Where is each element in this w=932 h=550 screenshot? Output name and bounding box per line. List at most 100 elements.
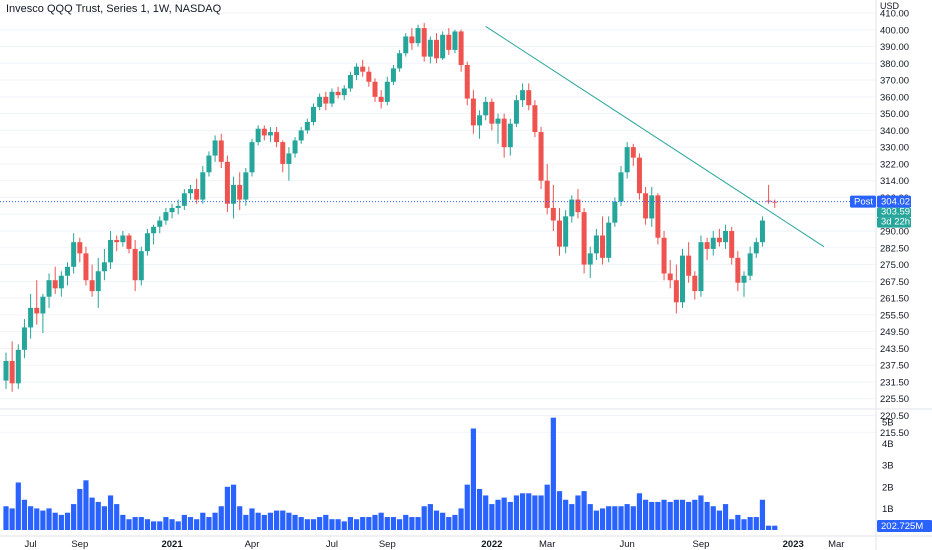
candle-body xyxy=(747,253,753,276)
candle-body xyxy=(157,220,163,227)
volume-bar xyxy=(649,501,655,530)
volume-bar xyxy=(599,508,606,530)
volume-bar xyxy=(28,506,34,530)
candle-body xyxy=(618,172,624,202)
candle-body xyxy=(427,39,433,57)
candle-body xyxy=(434,39,439,59)
candle-body xyxy=(477,115,483,126)
price-tick-label: 243.50 xyxy=(880,344,909,355)
time-axis[interactable]: Jul Sep 2021 Apr Jul Sep 2022 Mar Jun Sep 2023 Mar xyxy=(25,539,845,550)
candle-body xyxy=(175,205,181,208)
volume-bar xyxy=(292,514,298,530)
volume-bar xyxy=(230,484,237,530)
candle-body xyxy=(723,231,729,243)
volume-bar xyxy=(667,501,673,530)
candle-body xyxy=(89,280,95,292)
volume-bar xyxy=(243,514,249,530)
volume-bar xyxy=(563,499,569,530)
volume-bar xyxy=(15,482,21,530)
volume-bar xyxy=(77,488,83,530)
volume-bar xyxy=(3,506,9,530)
currency-unit: USD xyxy=(880,1,900,11)
time-tick-label: Jul xyxy=(326,539,338,550)
candle-body xyxy=(581,212,587,265)
candle-body xyxy=(643,193,649,219)
price-tick-label: 400.00 xyxy=(880,25,909,36)
price-tick-label: 225.50 xyxy=(880,394,909,405)
candle-body xyxy=(347,75,353,89)
candle-body xyxy=(520,90,526,101)
candle-body xyxy=(489,101,495,124)
volume-bar xyxy=(643,499,649,530)
volume-bar xyxy=(310,519,317,530)
volume-bar xyxy=(587,504,593,530)
volume-bar xyxy=(175,521,181,530)
volume-bar xyxy=(9,508,15,530)
volume-bar xyxy=(224,486,230,530)
candle-body xyxy=(735,257,741,283)
candle-body xyxy=(710,237,716,249)
volume-bar xyxy=(206,517,212,530)
price-tick-label: 410.00 xyxy=(880,9,909,20)
candle-body xyxy=(372,81,378,97)
candle-body xyxy=(470,98,476,126)
volume-bar xyxy=(630,506,636,530)
post-label-badge-bg xyxy=(850,195,876,208)
trendline[interactable] xyxy=(485,25,825,248)
volume-bar xyxy=(526,493,532,530)
candle-body xyxy=(126,235,132,249)
candle-body xyxy=(144,233,150,252)
candle-body xyxy=(753,242,759,254)
volume-bar xyxy=(366,517,372,530)
price-tick-label: 290.00 xyxy=(880,227,909,238)
post-label-badge: Post xyxy=(850,195,876,208)
volume-bar xyxy=(144,519,151,530)
time-tick-label: Sep xyxy=(692,539,709,550)
candle-body xyxy=(501,118,507,148)
volume-bar xyxy=(704,501,710,530)
candle-body xyxy=(667,273,673,281)
volume-bar xyxy=(237,506,243,530)
volume-bar xyxy=(397,519,403,530)
candle-body xyxy=(612,201,618,223)
symbol-title: Invesco QQQ Trust, Series 1, 1W, NASDAQ xyxy=(6,3,222,15)
candle-body xyxy=(655,195,661,238)
post-price-badge: 304.02 xyxy=(877,195,911,208)
volume-bar xyxy=(507,501,513,530)
volume-bar xyxy=(513,495,520,530)
volume-bar xyxy=(212,512,218,530)
candle-body xyxy=(550,207,556,221)
candle-body xyxy=(692,275,698,292)
last-price-badge: 303.59 xyxy=(877,207,911,218)
volume-bar xyxy=(766,525,772,530)
volume-bar xyxy=(200,512,206,530)
candle-body xyxy=(630,147,636,158)
volume-bar xyxy=(655,501,661,530)
volume-bar xyxy=(126,519,132,530)
candle-body xyxy=(526,90,532,106)
time-tick-label: Mar xyxy=(828,539,844,550)
volume-bar xyxy=(673,499,679,530)
volume-bar xyxy=(40,510,46,530)
candle-body xyxy=(680,255,685,303)
volume-bar xyxy=(64,512,71,530)
candle-body xyxy=(83,253,89,281)
candle-body xyxy=(95,271,101,292)
price-tick-label: 275.00 xyxy=(880,260,909,271)
volume-bar xyxy=(710,506,716,530)
candle-body xyxy=(360,66,366,72)
volume-bar xyxy=(163,517,169,530)
volume-bar xyxy=(692,499,698,530)
volume-bar xyxy=(409,517,415,530)
time-tick-label: Jun xyxy=(619,539,634,550)
volume-bar xyxy=(46,508,52,530)
volume-bar xyxy=(218,506,224,530)
time-tick-label: 2023 xyxy=(783,539,804,550)
volume-bar xyxy=(606,506,612,530)
volume-tick-label: 2B xyxy=(882,482,894,493)
candle-body xyxy=(132,248,138,281)
candle-body xyxy=(335,91,341,96)
candle-body xyxy=(704,242,710,249)
